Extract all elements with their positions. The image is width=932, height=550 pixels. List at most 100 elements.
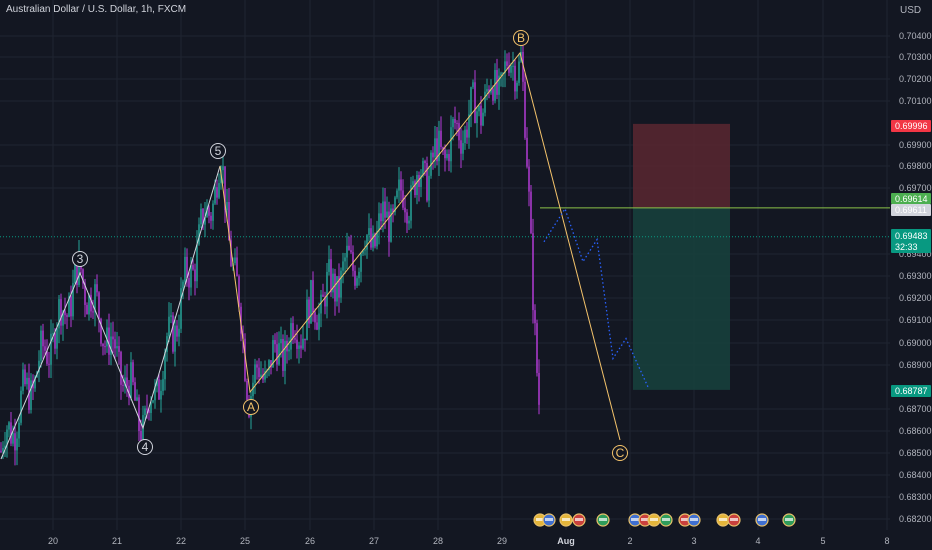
candle-body [144, 408, 146, 416]
candle-body [194, 269, 196, 282]
candle-body [50, 333, 52, 365]
candle-body [238, 276, 240, 307]
candle-body [400, 179, 402, 191]
candle-body [6, 429, 8, 446]
candle-body [130, 362, 132, 399]
candle-body [140, 430, 142, 443]
candle-body [302, 338, 304, 349]
time-tick: 22 [176, 536, 186, 546]
candle-body [538, 372, 540, 405]
candle-body [332, 273, 334, 293]
candle-body [76, 263, 78, 285]
candle-body [146, 408, 148, 410]
candle-body [58, 299, 60, 329]
candle-body [346, 245, 348, 258]
candle-body [534, 310, 536, 324]
candle-body [40, 330, 42, 361]
candle-body [362, 250, 364, 254]
candle-body [96, 284, 98, 293]
price-tick: 0.68900 [899, 360, 932, 370]
candle-body [260, 374, 262, 378]
candle-body [428, 175, 430, 201]
candle-body [494, 70, 496, 101]
candle-body [472, 82, 474, 88]
price-axis[interactable]: 0.70400 0.70300 0.70200 0.70100 0.69900 0.698… [899, 31, 932, 524]
candle-body [320, 294, 322, 314]
candle-body [116, 346, 118, 349]
candle-body [88, 294, 90, 315]
candle-body [176, 325, 178, 337]
candle-body [26, 377, 28, 385]
entry-price-badge-alt [891, 204, 931, 216]
event-flag-stripe [545, 518, 553, 521]
candle-body [72, 283, 74, 317]
candle-body [240, 306, 242, 334]
time-tick: 4 [755, 536, 760, 546]
elliott-wave-drawing[interactable]: 3 4 5 A B C [0, 30, 628, 461]
wave-label-c: C [616, 446, 625, 460]
time-axis[interactable]: 20 21 22 25 26 27 28 29 Aug 2 3 4 5 8 [48, 536, 890, 546]
candle-body [438, 130, 440, 162]
candle-body [292, 323, 294, 339]
event-flag-stripe [562, 518, 570, 521]
position-tool[interactable] [0, 123, 890, 390]
wave-label-4: 4 [142, 440, 149, 454]
candle-body [490, 88, 492, 93]
candle-body [192, 265, 194, 270]
candle-body [366, 235, 368, 250]
time-tick: 27 [369, 536, 379, 546]
candle-body [190, 265, 192, 288]
candle-body [498, 75, 500, 95]
grid-lines [0, 0, 890, 530]
candle-body [172, 315, 174, 352]
time-tick: 21 [112, 536, 122, 546]
price-tick: 0.68400 [899, 470, 932, 480]
current-price-text: 0.69483 [895, 231, 928, 241]
candle-body [480, 105, 482, 126]
event-flag-stripe [719, 518, 727, 521]
candle-body [84, 283, 86, 305]
stop-loss-zone [633, 123, 730, 208]
candle-body [270, 360, 272, 368]
candle-body [38, 360, 40, 373]
candle-body [114, 339, 116, 349]
time-tick: Aug [557, 536, 575, 546]
candle-body [188, 278, 190, 288]
candle-body [70, 296, 72, 317]
projection-path[interactable] [543, 207, 649, 388]
candle-body [290, 323, 292, 350]
wave-label-3: 3 [77, 252, 84, 266]
candle-body [160, 390, 162, 400]
candle-body [170, 315, 172, 317]
candle-body [44, 346, 46, 351]
candle-body [258, 367, 260, 378]
candle-body [452, 118, 454, 128]
event-markers[interactable] [533, 513, 796, 527]
candle-body [134, 382, 136, 401]
candle-body [124, 377, 126, 386]
candle-body [246, 380, 248, 401]
event-flag-stripe [641, 518, 649, 521]
price-tick: 0.69200 [899, 293, 932, 303]
candle-body [536, 323, 538, 373]
candle-body [46, 350, 48, 364]
event-flag-stripe [631, 518, 639, 521]
candle-body [138, 397, 140, 431]
candle-body [56, 328, 58, 349]
price-tick: 0.69300 [899, 271, 932, 281]
candle-body [110, 336, 112, 355]
candle-body [148, 409, 150, 413]
candle-body [208, 207, 210, 216]
candle-body [376, 230, 378, 247]
candle-body [516, 82, 518, 92]
price-tick: 0.69700 [899, 183, 932, 193]
candle-body [492, 88, 494, 101]
candle-body [200, 208, 202, 225]
event-flag-stripe [536, 518, 544, 521]
candle-body [450, 127, 452, 162]
wave-label-a: A [247, 400, 255, 414]
candle-body [418, 175, 420, 187]
